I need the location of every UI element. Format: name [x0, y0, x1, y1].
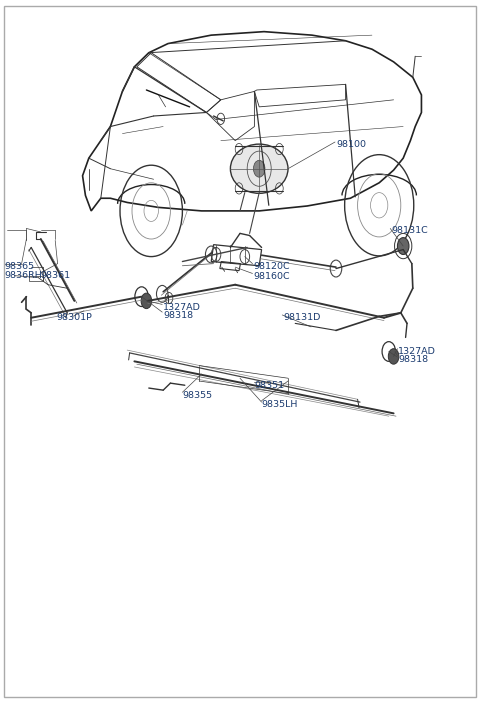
Text: 98120C: 98120C [253, 262, 290, 271]
Circle shape [397, 238, 409, 254]
Text: 98301P: 98301P [57, 314, 93, 322]
Text: 98131D: 98131D [283, 314, 321, 322]
Text: 9836RH: 9836RH [5, 271, 43, 280]
Text: 98361: 98361 [41, 271, 71, 280]
Text: 98160C: 98160C [253, 272, 290, 280]
Text: 1327AD: 1327AD [163, 303, 201, 311]
Text: 1327AD: 1327AD [398, 347, 436, 356]
Text: 98365: 98365 [5, 262, 35, 271]
Circle shape [141, 293, 152, 309]
Text: 98131C: 98131C [391, 226, 428, 235]
Text: 98318: 98318 [398, 356, 429, 364]
Text: 98318: 98318 [163, 311, 193, 320]
Circle shape [253, 160, 265, 177]
Ellipse shape [230, 144, 288, 193]
Text: 98100: 98100 [336, 140, 366, 148]
Circle shape [388, 349, 399, 364]
Text: 9835LH: 9835LH [262, 401, 298, 409]
Text: 98351: 98351 [254, 381, 285, 389]
Text: 98355: 98355 [182, 391, 213, 399]
